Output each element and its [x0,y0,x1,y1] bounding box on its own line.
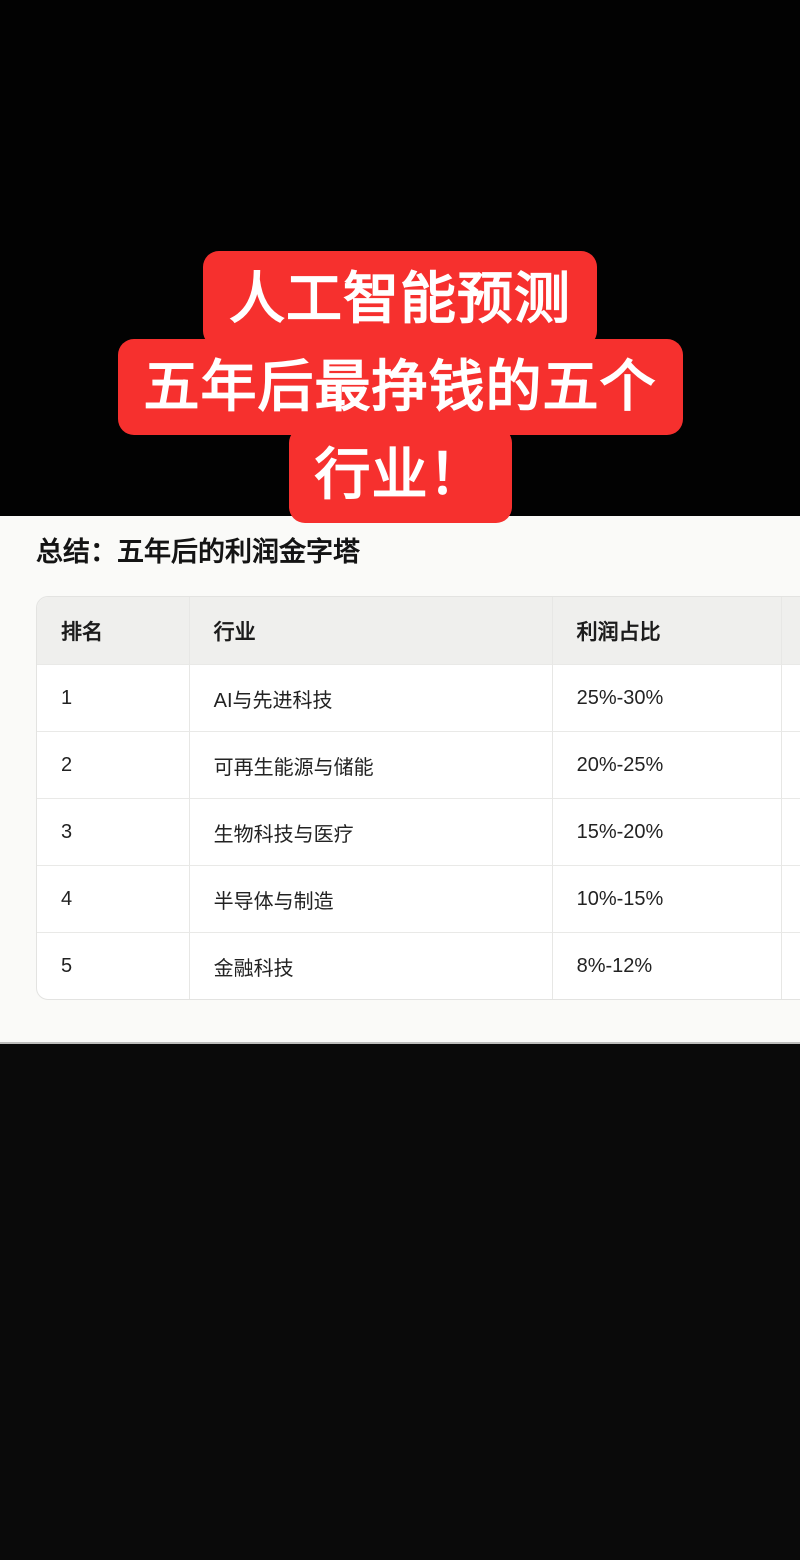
column-header-share: 利润占比 [551,597,782,664]
share-cell: 25%-30% [551,664,782,731]
banner-line-2: 五年后最挣钱的五个 [117,339,683,435]
clipped-cell [781,865,800,932]
industry-cell: AI与先进科技 [188,664,552,731]
bottom-letterbox [0,1044,800,1560]
rank-cell: 2 [37,731,189,798]
clipped-cell [781,932,800,999]
industry-cell: 金融科技 [188,932,552,999]
table-row: 2 可再生能源与储能 20%-25% [37,731,800,798]
banner-line-1: 人工智能预测 [203,251,597,347]
table-row: 4 半导体与制造 10%-15% [37,865,800,932]
clipped-cell [781,798,800,865]
profit-table: 排名 行业 利润占比 1 AI与先进科技 25%-30% 2 可再生能源与储能 … [36,596,800,1000]
table-body: 1 AI与先进科技 25%-30% 2 可再生能源与储能 20%-25% 3 生… [37,664,800,999]
table-row: 1 AI与先进科技 25%-30% [37,664,800,731]
share-cell: 8%-12% [551,932,782,999]
industry-cell: 生物科技与医疗 [188,798,552,865]
rank-cell: 5 [37,932,189,999]
rank-cell: 4 [37,865,189,932]
column-header-clipped [781,597,800,664]
column-header-rank: 排名 [37,597,189,664]
table-row: 3 生物科技与医疗 15%-20% [37,798,800,865]
table-row: 5 金融科技 8%-12% [37,932,800,999]
industry-cell: 可再生能源与储能 [188,731,552,798]
share-cell: 10%-15% [551,865,782,932]
banner-line-3: 行业！ [288,427,512,523]
clipped-cell [781,731,800,798]
title-banner: 人工智能预测 五年后最挣钱的五个 行业！ [0,251,800,523]
table-header-row: 排名 行业 利润占比 [37,597,800,664]
rank-cell: 1 [37,664,189,731]
share-cell: 15%-20% [551,798,782,865]
section-title: 总结：五年后的利润金字塔 [36,537,360,567]
content-card: 总结：五年后的利润金字塔 排名 行业 利润占比 1 AI与先进科技 25%-30… [0,516,800,1044]
table-header: 排名 行业 利润占比 [37,597,800,664]
rank-cell: 3 [37,798,189,865]
clipped-cell [781,664,800,731]
industry-cell: 半导体与制造 [188,865,552,932]
column-header-industry: 行业 [188,597,552,664]
share-cell: 20%-25% [551,731,782,798]
